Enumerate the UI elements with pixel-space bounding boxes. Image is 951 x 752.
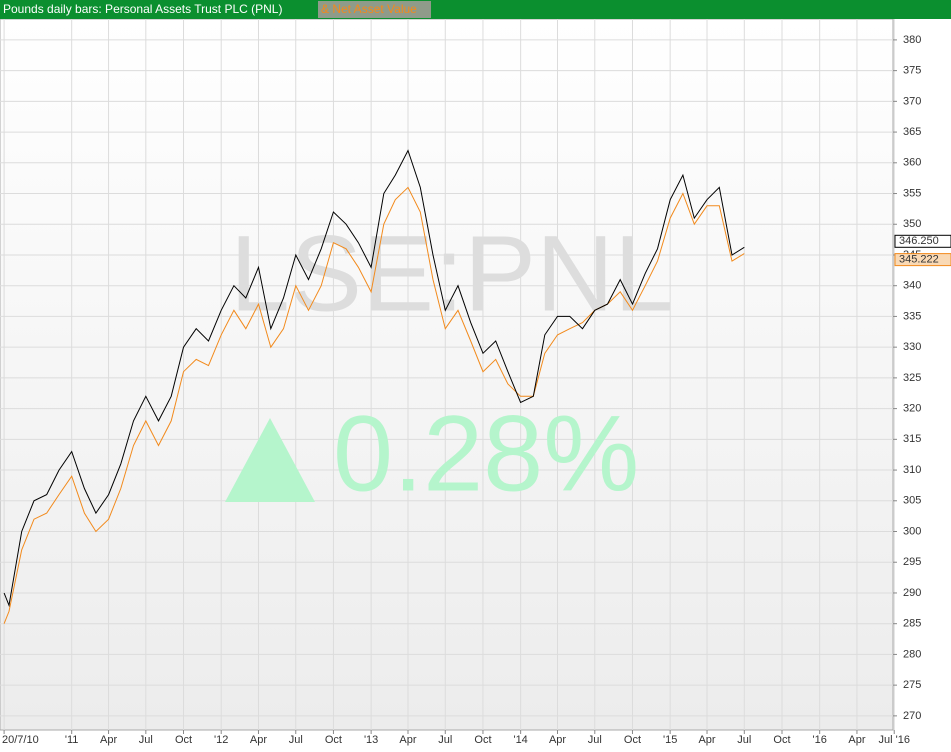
y-tick-label: 270 [903,710,921,722]
x-tick-label: Jul [588,734,602,746]
x-tick-label: Apr [399,734,416,746]
y-tick-label: 280 [903,648,921,660]
x-tick-label: '12 [214,734,228,746]
y-tick-label: 375 [903,65,921,77]
x-tick-label: Oct [325,734,342,746]
up-arrow [225,418,315,502]
x-tick-label: '14 [513,734,527,746]
x-tick-label: Jul [438,734,452,746]
y-tick-label: 350 [903,218,921,230]
change-percent: 0.28% [333,393,639,514]
x-tick-label: Oct [624,734,641,746]
y-tick-label: 290 [903,587,921,599]
x-tick-label: Apr [549,734,566,746]
y-tick-label: 360 [903,157,921,169]
last-value-label: 346.250 [899,235,939,247]
y-tick-label: 365 [903,126,921,138]
y-tick-label: 325 [903,372,921,384]
watermark-ticker: LSE:PNL [230,213,674,334]
series-line [3,149,745,608]
x-tick-label: '13 [364,734,378,746]
y-tick-label: 355 [903,187,921,199]
x-tick-label: Oct [474,734,491,746]
y-tick-label: 335 [903,310,921,322]
x-tick-label: '11 [65,734,79,746]
last-value-box [894,253,951,267]
last-value-label: 345.222 [899,254,939,266]
x-tick-label: Oct [773,734,790,746]
x-tick-label: Jul '16 [879,734,910,746]
y-tick-label: 370 [903,95,921,107]
x-tick-label: Apr [250,734,267,746]
y-tick-label: 310 [903,464,921,476]
y-tick-label: 305 [903,495,921,507]
last-value-box [894,234,951,248]
x-tick-label: Oct [175,734,192,746]
header-bar [0,0,951,19]
x-tick-label: Apr [848,734,865,746]
legend-entry: & Net Asset Value [321,2,417,16]
legend-bg [318,1,431,18]
x-tick-label: '15 [663,734,677,746]
series-line [3,186,745,624]
y-tick-label: 300 [903,525,921,537]
x-tick-label: Jul [737,734,751,746]
x-tick-label: '16 [813,734,827,746]
y-tick-label: 315 [903,433,921,445]
series-title: Pounds daily bars: Personal Assets Trust… [3,2,282,16]
y-tick-label: 295 [903,556,921,568]
x-tick-label: Jul [289,734,303,746]
x-tick-label: Apr [698,734,715,746]
watermark: LSE:PNL 0.28% [225,213,674,514]
x-tick-label: 20/7/10 [2,734,39,746]
y-tick-label: 330 [903,341,921,353]
x-tick-label: Jul [139,734,153,746]
y-tick-label: 380 [903,34,921,46]
y-tick-label: 285 [903,618,921,630]
y-tick-label: 275 [903,679,921,691]
x-tick-label: Apr [100,734,117,746]
y-tick-label: 320 [903,403,921,415]
y-tick-label: 340 [903,280,921,292]
